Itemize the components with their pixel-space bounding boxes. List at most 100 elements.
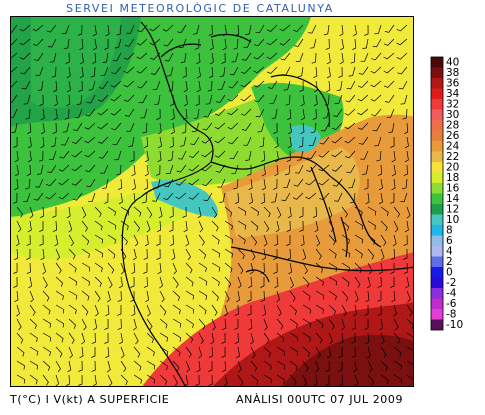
wind-barb [178,38,187,48]
wind-barb [190,136,200,145]
wind-barb [81,332,86,345]
wind-barb [233,178,239,190]
wind-barb [374,24,382,35]
legend-swatch [431,256,443,267]
wind-barb [276,206,282,219]
wind-barb [315,234,321,247]
wind-barb [138,94,148,104]
legend-label: 36 [446,78,460,90]
wind-barb [79,346,84,359]
wind-barb [81,220,88,232]
wind-barb [393,206,401,218]
wind-barb [55,332,64,343]
wind-barb [184,374,189,386]
wind-barb [276,332,285,343]
wind-barb [235,24,240,37]
wind-barb [224,262,233,273]
wind-barb [354,248,363,259]
wind-barb [255,108,265,118]
wind-barb [243,38,252,48]
wind-barb [294,38,304,47]
wind-barb [221,346,226,358]
legend-swatch [431,267,443,278]
wind-barb [50,136,57,148]
wind-barb [318,178,330,186]
legend-swatch [431,319,443,330]
wind-barb [322,108,330,119]
legend-label: -10 [446,319,463,331]
wind-barb [146,346,155,357]
wind-barb [358,136,369,145]
wind-barb [107,276,113,289]
field-cyan-alps [291,125,321,153]
wind-barb [167,150,174,162]
wind-barb [222,360,227,373]
wind-barb [29,318,37,330]
wind-barb [245,150,252,161]
wind-barb [183,108,188,121]
wind-barb [169,221,174,232]
wind-barb [164,178,174,188]
legend-label: 40 [446,57,459,69]
wind-barb [137,24,148,33]
wind-barb [308,136,317,146]
wind-barb [58,192,70,200]
wind-barb [23,94,31,105]
legend-label: 22 [446,151,459,163]
wind-barb [170,108,175,121]
wind-barb [221,332,226,344]
wind-barb [42,290,50,302]
wind-barb [222,318,227,331]
wind-barb [341,234,350,244]
wind-barb [348,66,356,77]
wind-barb [224,276,232,288]
legend-label: 8 [446,225,453,237]
wind-barb [68,332,75,344]
wind-barb [228,136,239,145]
wind-barb [146,318,153,330]
wind-barb [302,346,311,357]
wind-barb [26,164,31,177]
wind-barb [11,24,18,33]
wind-barb [140,108,148,119]
wind-barb [94,220,103,231]
coastlines [121,21,413,386]
wind-barb [289,276,294,289]
wind-barb [94,262,103,273]
wind-barb [328,290,337,301]
wind-barb [198,262,207,272]
wind-barb [341,290,349,302]
wind-barb [354,234,364,244]
wind-barb [366,276,371,289]
temperature-wind-map [10,16,414,387]
wind-barb [116,164,122,176]
wind-barb [42,276,48,289]
wind-barb [255,24,265,34]
wind-barb [172,360,180,372]
wind-barb [172,304,181,315]
legend-swatch [431,88,443,99]
wind-barb [178,150,187,160]
wind-barb [266,66,278,74]
wind-barb [68,290,78,300]
wind-barb [354,276,361,288]
wind-barb [152,192,161,202]
legend-label: 2 [446,256,453,268]
wind-barb [104,332,109,344]
wind-barb [328,276,338,286]
wind-barb [25,178,31,190]
wind-barb [54,234,59,247]
wind-barb [152,80,161,90]
wind-barb [11,38,18,46]
wind-barb [188,164,200,172]
wind-barb [14,248,19,261]
wind-barb [105,304,110,317]
wind-barb [325,38,330,50]
wind-barb [272,178,278,190]
wind-barbs [11,24,413,386]
wind-barb [334,94,343,104]
legend-swatch [431,214,443,225]
wind-barb [380,360,388,372]
wind-barb [79,38,84,51]
wind-barb [404,136,409,149]
